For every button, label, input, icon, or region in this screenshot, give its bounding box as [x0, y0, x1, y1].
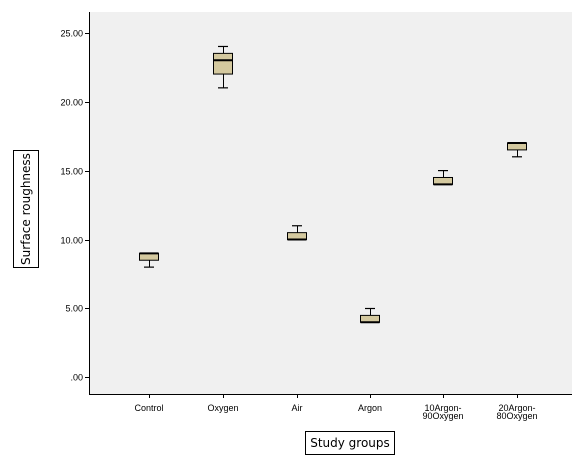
y-tick-label: 25.00: [60, 29, 83, 39]
x-tick-label: 90Oxygen: [422, 411, 463, 421]
x-tick-label: 80Oxygen: [496, 411, 537, 421]
y-axis-title: Surface roughness: [19, 153, 33, 265]
iqr-box: [287, 232, 307, 241]
iqr-box: [213, 52, 233, 75]
x-axis-title-box: Study groups: [305, 431, 395, 455]
x-tick-label: Argon: [358, 403, 382, 413]
y-tick-label: 5.00: [65, 304, 83, 314]
plot-area: [89, 12, 572, 394]
iqr-box: [360, 314, 380, 323]
iqr-box: [433, 176, 453, 185]
y-tick-label: .00: [70, 373, 83, 383]
y-tick-label: 15.00: [60, 167, 83, 177]
y-tick-label: 10.00: [60, 236, 83, 246]
iqr-box: [507, 142, 527, 151]
x-tick-label: Air: [292, 403, 303, 413]
y-tick-label: 20.00: [60, 98, 83, 108]
x-tick-label: 10Argon-: [424, 403, 461, 413]
iqr-box: [139, 252, 159, 261]
x-tick-label: 20Argon-: [498, 403, 535, 413]
x-axis-title: Study groups: [310, 436, 390, 450]
x-tick-label: Control: [134, 403, 163, 413]
y-axis-title-box: Surface roughness: [13, 150, 39, 268]
x-tick-label: Oxygen: [207, 403, 238, 413]
